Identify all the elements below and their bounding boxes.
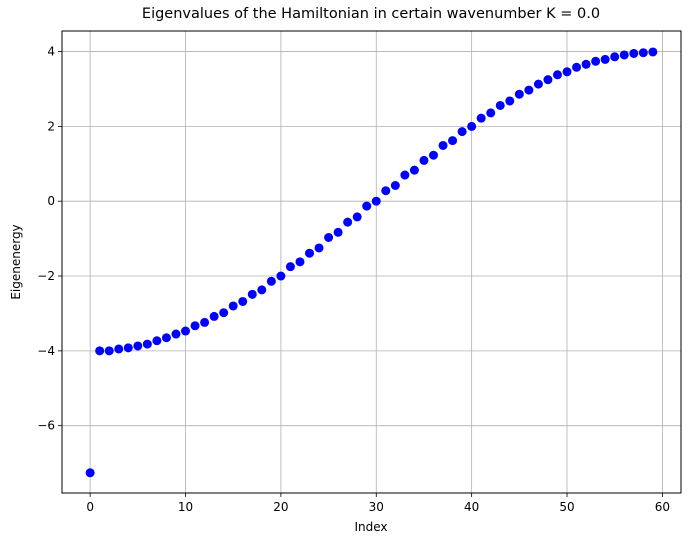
data-point — [371, 196, 381, 206]
data-point — [543, 75, 553, 85]
data-point — [219, 308, 229, 318]
data-point — [629, 48, 639, 58]
data-point — [457, 127, 467, 137]
x-axis-label: Index — [354, 520, 387, 534]
chart-title: Eigenvalues of the Hamiltonian in certai… — [142, 6, 600, 22]
data-point — [257, 285, 267, 295]
data-point — [390, 180, 400, 190]
data-point — [228, 301, 238, 311]
data-point — [552, 70, 562, 80]
data-point — [600, 54, 610, 64]
x-tick-label: 40 — [464, 500, 479, 514]
data-point — [428, 150, 438, 160]
data-point — [305, 248, 315, 258]
data-point — [152, 336, 162, 346]
data-point — [85, 468, 95, 478]
data-point — [438, 140, 448, 150]
data-point — [161, 333, 171, 343]
data-point — [324, 232, 334, 242]
data-point — [266, 276, 276, 286]
x-tick-label: 10 — [178, 500, 193, 514]
data-point — [362, 201, 372, 211]
data-point — [562, 67, 572, 77]
data-point — [181, 326, 191, 336]
data-point — [114, 344, 124, 354]
data-point — [591, 56, 601, 66]
data-point — [295, 257, 305, 267]
data-point — [238, 296, 248, 306]
y-tick-label: 4 — [47, 45, 55, 59]
data-point — [200, 317, 210, 327]
x-tick-label: 60 — [655, 500, 670, 514]
data-point — [123, 343, 133, 353]
data-point — [381, 186, 391, 196]
y-tick-label: −6 — [37, 419, 55, 433]
data-point — [104, 346, 114, 356]
data-point — [524, 85, 534, 95]
data-point — [467, 121, 477, 131]
data-point — [343, 217, 353, 227]
data-point — [448, 136, 458, 146]
data-point — [619, 50, 629, 60]
y-axis-label: Eigenenergy — [9, 224, 23, 299]
data-point — [142, 339, 152, 349]
x-tick-label: 20 — [273, 500, 288, 514]
data-point — [533, 79, 543, 89]
data-point — [95, 346, 105, 356]
data-point — [409, 165, 419, 175]
data-point — [514, 89, 524, 99]
data-point — [133, 341, 143, 351]
x-tick-label: 30 — [369, 500, 384, 514]
data-point — [314, 243, 324, 253]
y-tick-label: 2 — [47, 119, 55, 133]
data-point — [171, 329, 181, 339]
data-point — [495, 100, 505, 110]
data-point — [638, 48, 648, 58]
y-tick-label: 0 — [47, 194, 55, 208]
plot-area-frame — [61, 30, 682, 494]
data-point — [505, 96, 515, 106]
y-tick-label: −4 — [37, 344, 55, 358]
data-point — [610, 52, 620, 62]
grid — [62, 31, 681, 493]
data-point — [333, 227, 343, 237]
data-point — [190, 321, 200, 331]
data-point — [285, 262, 295, 272]
data-point — [581, 59, 591, 69]
data-point — [572, 62, 582, 72]
y-axis-ticks: −6 −4 −2 0 2 4 — [37, 45, 62, 433]
data-points — [85, 47, 658, 478]
data-point — [209, 311, 219, 321]
data-point — [648, 47, 658, 57]
data-point — [352, 212, 362, 222]
data-point — [419, 155, 429, 165]
data-point — [486, 108, 496, 118]
data-point — [476, 113, 486, 123]
data-point — [247, 289, 257, 299]
x-tick-label: 0 — [86, 500, 94, 514]
x-axis-ticks: 0 10 20 30 40 50 60 — [86, 493, 670, 514]
x-tick-label: 50 — [559, 500, 574, 514]
data-point — [400, 170, 410, 180]
data-point — [276, 271, 286, 281]
y-tick-label: −2 — [37, 269, 55, 283]
